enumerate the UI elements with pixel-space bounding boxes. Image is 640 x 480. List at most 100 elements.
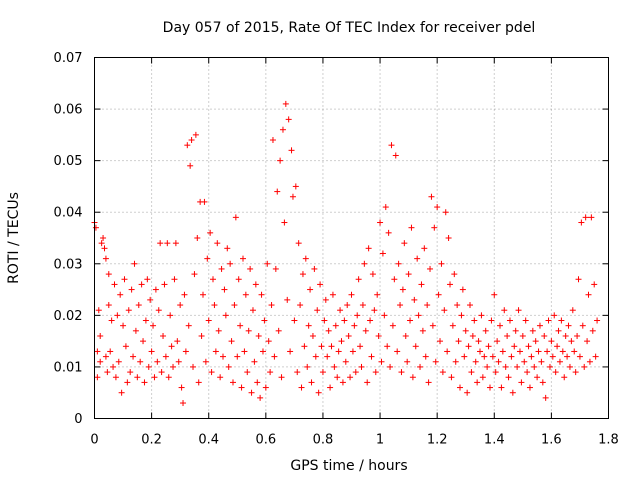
data-point [512,327,519,334]
x-tick-label: 1.2 [427,433,448,448]
data-point [341,317,348,324]
data-point [581,363,588,370]
data-point [308,379,315,386]
data-point [125,307,132,314]
data-point [477,348,483,355]
data-point [509,389,516,396]
data-point [474,379,481,386]
data-point [452,358,459,365]
x-tick-label: 1 [376,433,384,448]
data-point [344,302,351,309]
data-point [154,358,161,365]
x-tick-label: 1.8 [598,433,619,448]
data-point [198,332,205,339]
data-point [112,374,119,381]
data-point [334,374,341,381]
data-point [178,384,185,391]
data-point [555,327,562,334]
data-point [98,240,105,247]
data-point [247,265,254,272]
data-point [454,302,461,309]
data-point [338,338,345,345]
data-point [391,276,398,283]
data-point [532,338,539,345]
data-point [211,302,218,309]
data-point [134,374,141,381]
data-point [135,302,142,309]
data-point [124,379,131,386]
data-point [405,271,412,278]
data-point [294,369,301,376]
data-point [437,338,444,345]
data-point [141,379,148,386]
data-point [468,369,475,376]
y-tick-label: 0.04 [54,206,83,221]
data-point [486,384,493,391]
data-point [566,363,573,370]
data-point [394,348,401,355]
data-point [367,317,374,324]
data-point [100,235,107,241]
data-point [355,276,362,283]
data-point [526,384,533,391]
data-point [148,348,155,355]
x-tick-label: 0.4 [198,433,219,448]
y-tick-label: 0.01 [54,360,83,375]
data-point [299,271,306,278]
data-point [142,317,149,324]
data-point [585,291,592,298]
data-point [348,291,355,298]
data-point [447,281,454,288]
data-point [379,250,386,257]
data-point [564,353,571,360]
x-tick-label: 1.4 [484,433,505,448]
data-point [257,394,264,401]
data-point [309,332,316,339]
data-point [120,322,127,329]
data-point [97,358,104,365]
data-point [445,235,452,241]
data-point [261,317,268,324]
data-point [448,374,455,381]
data-point [114,312,121,319]
data-point [545,317,552,324]
data-point [110,363,117,370]
data-point [131,260,138,267]
data-point [255,332,262,339]
data-point [419,327,426,334]
data-point [544,348,551,355]
data-point [187,162,194,169]
data-point [372,369,379,376]
data-point [364,379,371,386]
data-point [431,224,438,231]
data-point [504,332,511,339]
data-point [204,255,211,262]
data-point [117,291,124,298]
axis-ticks [94,57,609,419]
data-point [322,296,329,303]
data-point [589,327,596,334]
data-point [568,338,575,345]
data-point [175,358,182,365]
data-point [591,281,598,288]
data-point [291,317,298,324]
data-point [569,307,576,314]
data-point [155,307,162,314]
data-point [95,307,102,314]
data-point [357,343,364,350]
data-point [101,245,108,252]
data-point [549,353,556,360]
data-point [421,245,428,252]
data-point [565,322,572,329]
data-point [455,338,462,345]
x-tick-label: 0.8 [313,433,334,448]
data-point [152,286,159,293]
data-point [481,353,488,360]
data-point [358,363,365,370]
data-point [524,369,531,376]
data-point [317,281,324,288]
data-point [277,157,284,164]
data-point [522,317,529,324]
data-point [402,332,409,339]
data-point [151,374,158,381]
